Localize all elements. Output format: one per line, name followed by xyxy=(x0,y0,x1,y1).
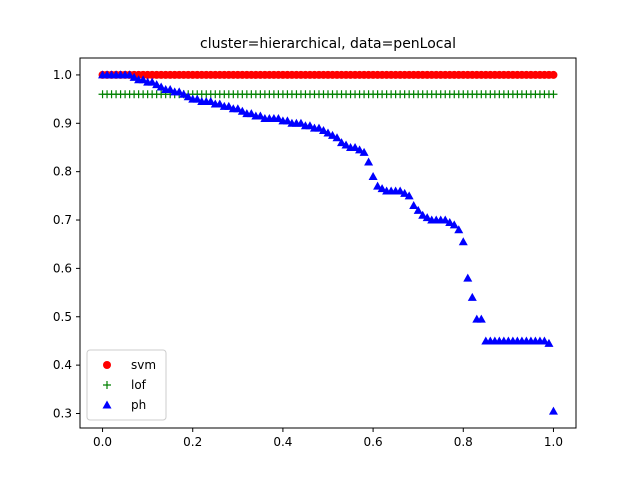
y-axis: 0.3 0.4 0.5 0.6 0.7 0.8 0.9 1.0 xyxy=(53,68,80,420)
point-ph-59 xyxy=(364,157,374,166)
y-tick-label-1: 0.4 xyxy=(53,358,72,372)
y-tick-label-7: 1.0 xyxy=(53,68,72,82)
x-tick-label-2: 0.4 xyxy=(273,435,292,449)
point-ph-79 xyxy=(454,225,464,234)
legend: svm lof ph xyxy=(86,349,167,421)
x-axis: 0.0 0.2 0.4 0.6 0.8 1.0 xyxy=(93,428,563,449)
legend-label-lof: lof xyxy=(131,378,147,392)
point-lof-100 xyxy=(549,90,558,99)
point-ph-44 xyxy=(296,118,306,127)
point-ph-35 xyxy=(255,111,265,120)
point-ph-60 xyxy=(368,171,378,180)
point-ph-58 xyxy=(359,147,369,156)
point-ph-57 xyxy=(355,145,365,154)
legend-label-ph: ph xyxy=(131,398,146,412)
point-ph-19 xyxy=(183,92,193,101)
x-tick-label-3: 0.6 xyxy=(364,435,383,449)
point-ph-31 xyxy=(237,106,247,115)
point-ph-68 xyxy=(404,191,414,200)
point-ph-17 xyxy=(174,87,184,96)
point-ph-9 xyxy=(138,75,148,84)
x-tick-label-4: 0.8 xyxy=(454,435,473,449)
point-ph-70 xyxy=(413,205,423,214)
point-ph-13 xyxy=(156,82,166,91)
point-ph-78 xyxy=(449,220,459,229)
point-ph-41 xyxy=(282,116,292,125)
chart-title: cluster=hierarchical, data=penLocal xyxy=(200,36,456,52)
y-tick-label-2: 0.5 xyxy=(53,310,72,324)
point-ph-24 xyxy=(206,97,216,106)
point-ph-46 xyxy=(305,121,315,130)
point-ph-56 xyxy=(350,142,360,151)
point-ph-76 xyxy=(440,215,450,224)
point-ph-98 xyxy=(539,336,549,345)
point-ph-82 xyxy=(467,292,477,301)
point-ph-49 xyxy=(318,126,328,135)
point-ph-77 xyxy=(445,217,455,226)
point-ph-66 xyxy=(395,186,405,195)
point-ph-15 xyxy=(165,84,175,93)
legend-label-svm: svm xyxy=(131,358,156,372)
point-ph-11 xyxy=(147,77,157,86)
point-ph-39 xyxy=(273,113,283,122)
y-tick-label-4: 0.7 xyxy=(53,213,72,227)
point-ph-33 xyxy=(246,109,256,118)
y-tick-label-5: 0.8 xyxy=(53,165,72,179)
x-tick-label-0: 0.0 xyxy=(93,435,112,449)
point-ph-28 xyxy=(224,101,234,110)
point-ph-84 xyxy=(476,314,486,323)
legend-marker-svm xyxy=(103,361,111,369)
point-ph-61 xyxy=(373,181,383,190)
point-ph-52 xyxy=(332,133,342,142)
point-ph-48 xyxy=(314,123,324,132)
point-ph-54 xyxy=(341,140,351,149)
point-ph-12 xyxy=(152,80,162,89)
point-ph-69 xyxy=(409,201,419,210)
point-ph-53 xyxy=(337,138,347,147)
point-ph-26 xyxy=(215,99,225,108)
point-ph-80 xyxy=(458,237,468,246)
y-tick-label-0: 0.3 xyxy=(53,406,72,420)
point-ph-21 xyxy=(192,94,202,103)
point-ph-72 xyxy=(422,213,432,222)
x-tick-label-5: 1.0 xyxy=(544,435,563,449)
point-ph-81 xyxy=(463,273,473,282)
legend-marker-lof xyxy=(103,381,111,389)
plot-marks xyxy=(98,70,558,415)
point-ph-62 xyxy=(377,184,387,193)
point-ph-67 xyxy=(400,188,410,197)
point-ph-71 xyxy=(418,210,428,219)
point-ph-99 xyxy=(544,338,554,347)
point-ph-18 xyxy=(179,89,189,98)
legend-marker-ph xyxy=(102,400,112,409)
point-svm-100 xyxy=(549,70,558,79)
point-ph-7 xyxy=(129,72,139,81)
axes-frame xyxy=(79,57,577,429)
y-tick-label-3: 0.6 xyxy=(53,261,72,275)
y-tick-label-6: 0.9 xyxy=(53,116,72,130)
point-ph-100 xyxy=(548,406,558,415)
point-ph-50 xyxy=(323,128,333,137)
x-tick-label-1: 0.2 xyxy=(183,435,202,449)
point-ph-30 xyxy=(233,104,243,113)
point-ph-6 xyxy=(125,70,135,79)
point-ph-51 xyxy=(328,130,338,139)
